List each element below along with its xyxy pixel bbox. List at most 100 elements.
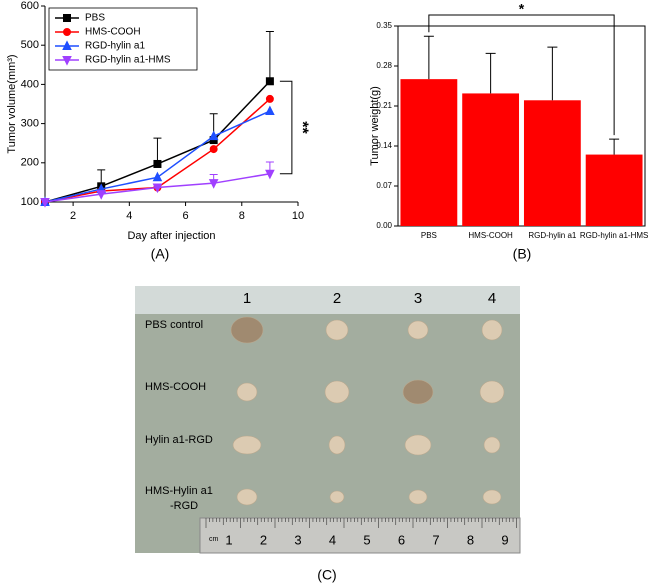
y-tick-label: 300 — [21, 118, 39, 130]
ruler-number: 4 — [329, 532, 336, 547]
ruler-number: 8 — [467, 532, 474, 547]
significance-bracket — [279, 80, 293, 175]
marker — [96, 190, 107, 200]
tumor — [483, 436, 501, 454]
y-tick-label: 0.35 — [376, 21, 392, 30]
tumor — [230, 316, 264, 344]
row-label: -RGD — [170, 500, 198, 512]
marker — [152, 171, 163, 182]
error-bar — [265, 30, 274, 82]
y-tick-label: 100 — [21, 196, 39, 208]
tumor — [324, 380, 350, 404]
tumor — [325, 319, 349, 341]
column-label: 4 — [488, 290, 496, 307]
row-label: HMS-Hylin a1 — [145, 485, 213, 497]
tumor — [402, 379, 434, 405]
error-bar — [423, 35, 434, 80]
tumor — [232, 435, 262, 455]
column-label: 3 — [414, 290, 422, 307]
tumor — [328, 435, 346, 455]
tumor — [329, 490, 345, 504]
marker — [265, 77, 274, 86]
y-tick-label: 600 — [21, 0, 39, 12]
marker — [208, 130, 219, 141]
ruler-number: 6 — [398, 532, 405, 547]
x-tick-label: RGD-hylin a1 — [528, 231, 577, 240]
panel-label: (B) — [513, 246, 532, 262]
marker — [63, 14, 71, 22]
marker — [63, 28, 71, 36]
x-tick-label: 8 — [239, 210, 245, 222]
column-label: 1 — [243, 290, 251, 307]
y-tick-label: 0.07 — [376, 181, 392, 190]
row-label: PBS control — [145, 319, 203, 331]
error-bar — [609, 138, 620, 155]
x-tick-label: PBS — [421, 231, 437, 240]
x-tick-label: 2 — [70, 210, 76, 222]
y-axis-label: Tumor weight(g) — [369, 86, 381, 166]
marker — [265, 94, 274, 103]
ruler-number: 9 — [501, 532, 508, 547]
tumor — [481, 319, 503, 341]
legend-label: PBS — [85, 13, 105, 24]
panel-label: (A) — [151, 246, 170, 262]
y-tick-label: 0.00 — [376, 221, 392, 230]
tumor — [236, 382, 258, 402]
ruler — [199, 517, 521, 554]
bar — [400, 79, 458, 227]
marker — [62, 40, 72, 50]
panel-label: (C) — [317, 567, 336, 583]
error-bar — [153, 137, 162, 164]
ruler-number: 3 — [294, 532, 301, 547]
x-tick-label: RGD-hylin a1-HMS — [580, 231, 648, 240]
significance-bracket — [428, 14, 615, 136]
bar — [585, 154, 643, 226]
tumor — [408, 489, 428, 505]
ruler-number: 1 — [225, 532, 232, 547]
ruler-number: 7 — [432, 532, 439, 547]
marker — [40, 198, 50, 208]
bar — [523, 100, 581, 226]
x-tick-label: 6 — [182, 210, 188, 222]
legend-label: RGD-hylin a1 — [85, 41, 145, 52]
significance-label: ** — [294, 121, 311, 134]
y-tick-label: 0.28 — [376, 61, 392, 70]
marker — [62, 56, 72, 66]
marker — [265, 169, 275, 180]
column-label: 2 — [333, 290, 341, 307]
error-bar — [547, 46, 558, 101]
y-tick-label: 400 — [21, 78, 39, 90]
tumor — [407, 320, 429, 340]
marker — [209, 145, 218, 154]
legend-label: RGD-hylin a1-HMS — [85, 55, 171, 66]
photo-header — [135, 286, 520, 314]
y-tick-label: 200 — [21, 157, 39, 169]
y-tick-label: 0.14 — [376, 141, 392, 150]
bar — [462, 93, 520, 226]
ruler-number: 5 — [363, 532, 370, 547]
x-tick-label: HMS-COOH — [468, 231, 513, 240]
row-label: HMS-COOH — [145, 381, 206, 393]
error-bar — [485, 52, 496, 94]
tumor — [236, 488, 258, 506]
tumor — [479, 380, 505, 404]
ruler-number: 2 — [260, 532, 267, 547]
marker — [153, 159, 162, 168]
ruler-unit: cm — [209, 536, 219, 543]
legend-label: HMS-COOH — [85, 27, 141, 38]
y-tick-label: 500 — [21, 39, 39, 51]
marker — [208, 179, 219, 189]
tumor — [404, 434, 432, 456]
row-label: Hylin a1-RGD — [145, 434, 213, 446]
y-axis-label: Tumor volume(mm³) — [6, 54, 18, 153]
x-tick-label: 4 — [126, 210, 132, 222]
x-axis-label: Day after injection — [127, 230, 215, 242]
x-tick-label: 10 — [292, 210, 304, 222]
plot-frame — [397, 25, 646, 227]
marker — [265, 105, 275, 116]
y-tick-label: 0.21 — [376, 101, 392, 110]
significance-label: * — [519, 1, 525, 17]
marker — [152, 183, 163, 194]
tumor — [482, 489, 502, 505]
